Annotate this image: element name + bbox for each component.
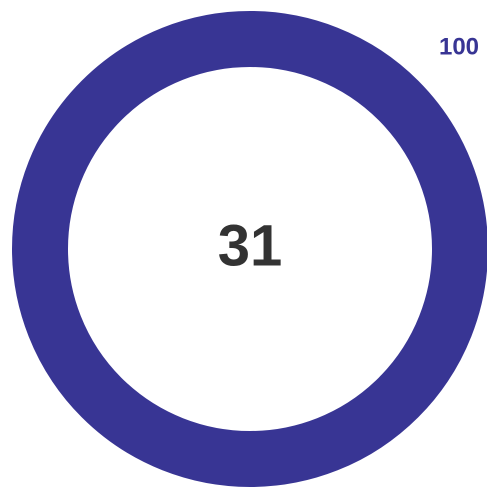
gauge-ring xyxy=(12,11,487,487)
gauge-value: 31 xyxy=(218,213,283,278)
gauge-max: 100 xyxy=(439,33,479,60)
